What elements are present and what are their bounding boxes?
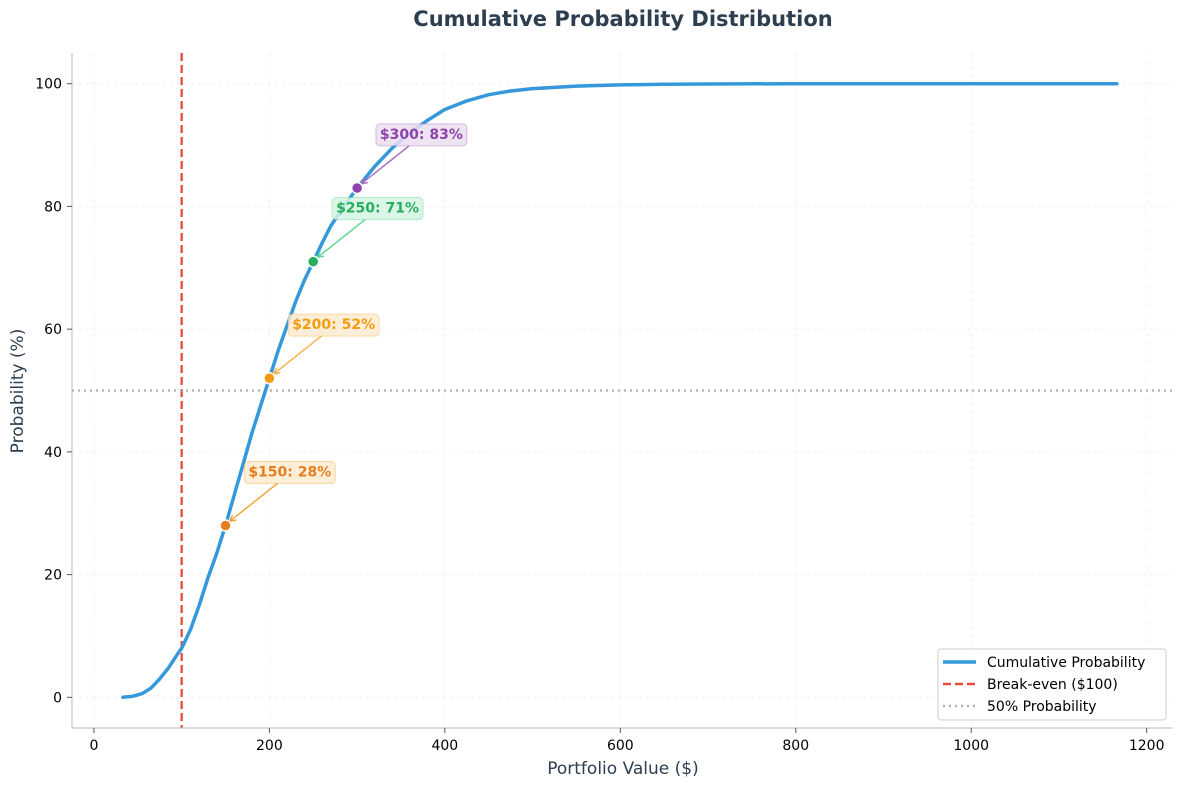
grid-lines bbox=[72, 53, 1173, 728]
x-tick-label: 600 bbox=[607, 738, 634, 754]
annotation-label: $200: 52% bbox=[292, 317, 375, 333]
axes: 0 200 400 600 800 1000 1200 0 20 40 60 80 100 bbox=[35, 53, 1173, 754]
y-axis-label: Probability (%) bbox=[8, 329, 28, 454]
legend-entry-break-even: Break-even ($100) bbox=[987, 677, 1118, 693]
annotation-point bbox=[307, 255, 320, 268]
annotation-arrow bbox=[229, 482, 278, 523]
x-axis-label: Portfolio Value ($) bbox=[547, 759, 699, 779]
chart-title: Cumulative Probability Distribution bbox=[413, 7, 832, 31]
x-tick-label: 0 bbox=[89, 738, 98, 754]
y-tick-label: 40 bbox=[44, 445, 62, 461]
annotations: $150: 28% $200: 52% $250: 71% $300: 83% bbox=[219, 123, 468, 532]
legend-entry-fifty-percent: 50% Probability bbox=[987, 699, 1097, 715]
y-tick-label: 0 bbox=[53, 690, 62, 706]
annotation-label: $250: 71% bbox=[336, 201, 419, 217]
annotation-box bbox=[375, 123, 468, 147]
y-tick-label: 20 bbox=[44, 568, 62, 584]
y-tick-label: 60 bbox=[44, 322, 62, 338]
annotation-point bbox=[263, 371, 276, 385]
annotation-box bbox=[331, 197, 424, 221]
annotation-label: $150: 28% bbox=[248, 464, 331, 480]
annotation-point bbox=[219, 519, 232, 532]
annotation-point bbox=[350, 181, 364, 195]
annotation-box bbox=[243, 460, 336, 484]
annotation-arrow bbox=[316, 218, 366, 259]
cumulative-probability-line bbox=[121, 81, 1119, 700]
x-tick-label: 1000 bbox=[953, 738, 989, 754]
x-tick-label: 800 bbox=[782, 738, 809, 754]
y-tick-label: 80 bbox=[44, 199, 62, 215]
legend-entry-cumulative: Cumulative Probability bbox=[987, 655, 1145, 671]
reference-lines bbox=[72, 53, 1173, 728]
annotation-label: $300: 83% bbox=[380, 127, 463, 143]
series-layer bbox=[121, 81, 1119, 700]
legend: Cumulative Probability Break-even ($100)… bbox=[937, 648, 1167, 721]
y-tick-label: 100 bbox=[35, 77, 62, 93]
annotation-box bbox=[287, 313, 380, 337]
x-tick-label: 200 bbox=[256, 738, 283, 754]
annotation-arrow bbox=[360, 145, 410, 185]
x-tick-label: 1200 bbox=[1129, 738, 1165, 754]
annotation-arrow bbox=[272, 335, 322, 375]
legend-frame bbox=[937, 648, 1167, 721]
x-tick-label: 400 bbox=[431, 738, 458, 754]
